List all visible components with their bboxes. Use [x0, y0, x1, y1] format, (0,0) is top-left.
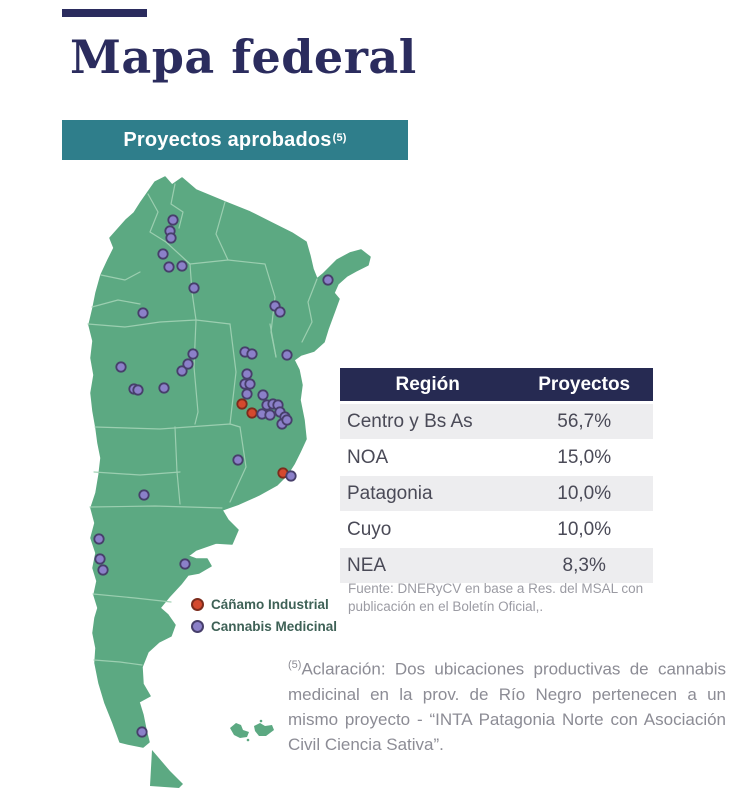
legend-label: Cannabis Medicinal — [211, 619, 338, 634]
cannabis-point — [241, 368, 253, 380]
malvinas-islands — [230, 719, 274, 742]
cannabis-point — [179, 558, 191, 570]
column-header-proyectos: Proyectos — [515, 368, 653, 404]
cannabis-point — [187, 348, 199, 360]
cannabis-point — [188, 282, 200, 294]
cannabis-point — [246, 348, 258, 360]
page-title: Mapa federal — [70, 30, 417, 84]
region-name: Centro y Bs As — [340, 402, 516, 440]
region-name: Cuyo — [340, 511, 516, 548]
proyectos-value: 10,0% — [515, 511, 653, 548]
cannabis-point — [244, 378, 256, 390]
tierra-del-fuego — [150, 750, 183, 788]
section-banner: Proyectos aprobados (5) — [62, 120, 408, 160]
cannabis-point — [257, 389, 269, 401]
cannabis-project-points — [93, 214, 334, 738]
proyectos-value: 56,7% — [515, 402, 653, 440]
cannabis-point — [93, 533, 105, 545]
cannabis-point — [136, 726, 148, 738]
canamo-industrial-dot-icon — [191, 598, 204, 611]
table-row: NOA 15,0% — [340, 439, 653, 476]
cannabis-point — [97, 564, 109, 576]
cannabis-point — [274, 306, 286, 318]
cannabis-point — [285, 470, 297, 482]
column-header-region: Región — [340, 368, 516, 404]
proyectos-value: 15,0% — [515, 439, 653, 476]
map-legend: Cáñamo Industrial Cannabis Medicinal — [191, 597, 337, 634]
proyectos-value: 8,3% — [515, 547, 653, 584]
cannabis-point — [241, 388, 253, 400]
cannabis-point — [157, 248, 169, 260]
cannabis-point — [137, 307, 149, 319]
proyectos-value: 10,0% — [515, 475, 653, 512]
cannabis-point — [158, 382, 170, 394]
argentina-mainland — [88, 176, 371, 748]
cannabis-point — [94, 553, 106, 565]
footnote-text: Aclaración: Dos ubicaciones productivas … — [288, 659, 726, 754]
cannabis-point — [264, 409, 276, 421]
cannabis-point — [281, 414, 293, 426]
cannabis-medicinal-dot-icon — [191, 620, 204, 633]
legend-label: Cáñamo Industrial — [211, 597, 329, 612]
cannabis-point — [176, 365, 188, 377]
cannabis-point — [167, 214, 179, 226]
table-row: Cuyo 10,0% — [340, 511, 653, 548]
table-row: Centro y Bs As 56,7% — [340, 402, 653, 440]
region-name: Patagonia — [340, 475, 516, 512]
cannabis-point — [163, 261, 175, 273]
cannabis-point — [232, 454, 244, 466]
cannabis-point — [165, 232, 177, 244]
cannabis-point — [322, 274, 334, 286]
source-note: Fuente: DNERyCV en base a Res. del MSAL … — [348, 581, 644, 614]
cannabis-point — [115, 361, 127, 373]
region-table-body: Centro y Bs As 56,7% NOA 15,0% Patagonia 10,0… — [340, 402, 653, 584]
table-header: Región Proyectos — [340, 368, 653, 404]
legend-item-cannabis-medicinal: Cannabis Medicinal — [191, 619, 337, 634]
banner-footnote-ref: (5) — [332, 132, 347, 144]
cannabis-point — [176, 260, 188, 272]
footnote-ref: (5) — [288, 659, 302, 671]
banner-label: Proyectos aprobados — [123, 128, 332, 151]
hemp-point — [246, 407, 258, 419]
region-name: NEA — [340, 547, 516, 584]
legend-item-canamo-industrial: Cáñamo Industrial — [191, 597, 337, 612]
footnote: (5)Aclaración: Dos ubicaciones productiv… — [288, 653, 726, 757]
table-row: NEA 8,3% — [340, 547, 653, 584]
cannabis-point — [182, 358, 194, 370]
region-name: NOA — [340, 439, 516, 476]
accent-bar — [62, 9, 147, 17]
region-projects-table: Región Proyectos Centro y Bs As 56,7% NOA 1… — [340, 368, 653, 584]
province-borders — [87, 183, 318, 666]
hemp-point — [236, 398, 248, 410]
cannabis-point — [281, 349, 293, 361]
cannabis-point — [138, 489, 150, 501]
hemp-project-points — [236, 398, 289, 479]
argentina-map — [87, 176, 371, 788]
table-row: Patagonia 10,0% — [340, 475, 653, 512]
cannabis-point — [132, 384, 144, 396]
